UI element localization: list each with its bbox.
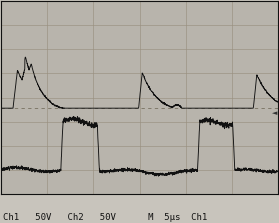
Text: Ch1   50V   Ch2   50V      M  5μs  Ch1: Ch1 50V Ch2 50V M 5μs Ch1 <box>3 213 207 222</box>
Text: ◄: ◄ <box>272 110 278 116</box>
